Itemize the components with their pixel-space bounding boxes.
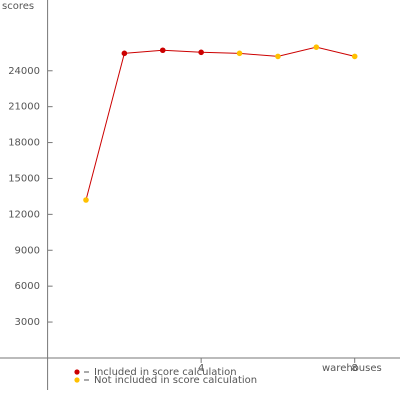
y-tick-label: 9000	[15, 245, 40, 256]
y-tick-label: 15000	[8, 173, 40, 184]
y-tick-label: 3000	[15, 317, 40, 328]
data-point	[313, 44, 320, 50]
data-point	[275, 53, 281, 60]
x-tick-label: 4	[198, 363, 204, 374]
legend-marker	[74, 369, 80, 375]
data-point	[159, 47, 166, 54]
y-tick-label: 21000	[8, 102, 40, 113]
score-line	[85, 46, 355, 201]
data-point	[198, 49, 204, 56]
y-tick-label: 12000	[8, 209, 40, 220]
data-point	[83, 197, 89, 203]
x-tick-label: 8	[352, 363, 358, 374]
y-tick-label: 18000	[8, 138, 40, 149]
legend-label: Included in score calculation	[94, 367, 237, 378]
y-axis-label: scores	[2, 1, 34, 12]
data-point	[351, 53, 358, 60]
data-point	[236, 50, 243, 57]
y-tick-label: 24000	[8, 66, 40, 77]
y-tick-label: 6000	[15, 281, 40, 292]
data-point	[121, 50, 128, 57]
legend-marker	[74, 377, 80, 383]
x-axis-label: warehouses	[322, 363, 382, 374]
legend-label: Not included in score calculation	[94, 375, 257, 386]
